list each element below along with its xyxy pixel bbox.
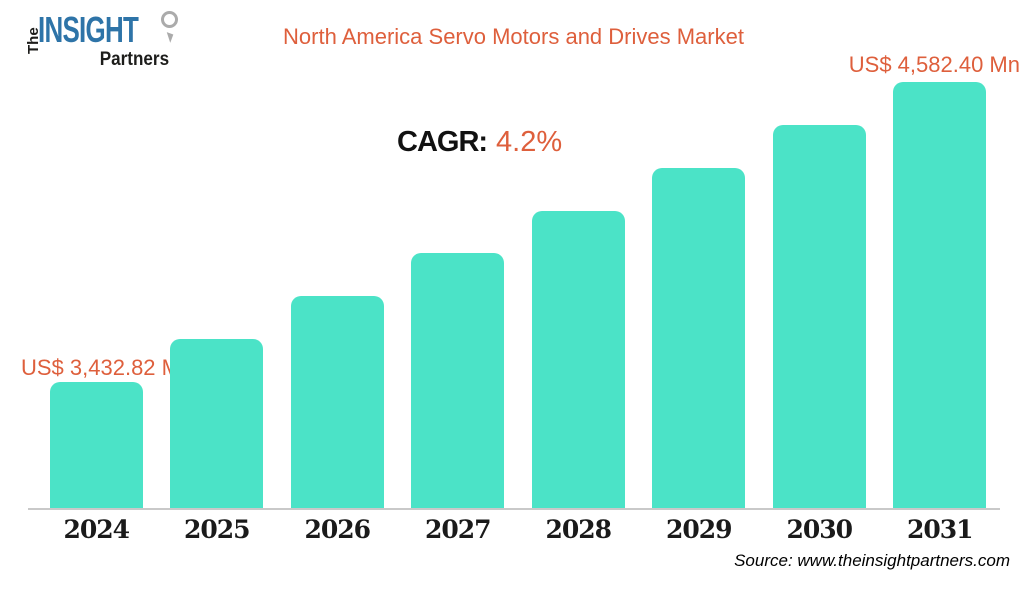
x-axis-label-2030: 2030: [786, 515, 853, 544]
plot-area: [36, 82, 1000, 508]
x-axis-labels: 2024 2025 2026 2027 2028 2029 2030 2031: [36, 515, 1000, 544]
bar-value-label-2031: US$ 4,582.40 Mn: [848, 52, 1020, 77]
bar-2028: [531, 210, 625, 508]
cagr-value: 4.2%: [496, 126, 563, 158]
bar-slot-2031: [880, 82, 1001, 508]
cagr-annotation: CAGR: 4.2%: [397, 126, 562, 159]
bar-2026: [290, 296, 384, 508]
bar-2024: [49, 382, 143, 508]
x-axis-label-2024: 2024: [63, 515, 130, 544]
bar-2027: [411, 253, 505, 508]
source-note: Source: www.theinsightpartners.com: [734, 551, 1010, 570]
x-axis-label-2031: 2031: [906, 515, 974, 544]
bar-2030: [772, 124, 866, 508]
x-axis-line: [28, 508, 1000, 510]
x-axis-label-2025: 2025: [183, 515, 251, 544]
bar-value-label-2024: US$ 3,432.82 Mn: [21, 355, 193, 380]
logo-partners-text: Partners: [99, 49, 169, 70]
bar-slot-2027: [398, 82, 519, 508]
bar-2031: [893, 82, 987, 508]
cagr-label: CAGR:: [397, 126, 488, 158]
x-axis-label-2026: 2026: [304, 515, 371, 544]
magnifier-icon: [161, 11, 178, 28]
bar-slot-2026: [277, 82, 398, 508]
x-axis-label-2028: 2028: [545, 515, 612, 544]
bar-slot-2028: [518, 82, 639, 508]
chart-title: North America Servo Motors and Drives Ma…: [283, 24, 744, 49]
bar-slot-2029: [639, 82, 760, 508]
x-axis-label-2027: 2027: [424, 515, 492, 544]
bar-2029: [652, 167, 746, 508]
x-axis-label-2029: 2029: [665, 515, 733, 544]
bar-slot-2025: [157, 82, 278, 508]
bar-slot-2030: [759, 82, 880, 508]
bar-2025: [170, 339, 264, 508]
insight-partners-logo: The INSIGHT Partners: [25, 5, 187, 71]
logo-insight-text: INSIGHT: [38, 9, 139, 50]
bar-slot-2024: [36, 82, 157, 508]
